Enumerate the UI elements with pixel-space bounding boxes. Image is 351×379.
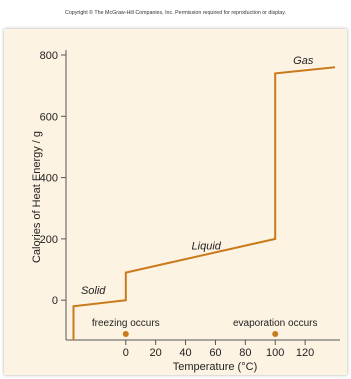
- region-label: Gas: [293, 55, 314, 67]
- heating-curve-line: [72, 66, 336, 340]
- x-tick-label: 80: [239, 347, 251, 359]
- x-tick-label: 120: [296, 347, 314, 359]
- x-tick-label: 100: [266, 347, 284, 359]
- y-tick-label: 200: [40, 234, 58, 246]
- region-label: Liquid: [192, 241, 222, 253]
- x-tick-label: 60: [209, 347, 221, 359]
- y-tick-label: 800: [40, 50, 58, 62]
- x-axis-title: Temperature (°C): [173, 361, 257, 373]
- event-label: freezing occurs: [92, 318, 160, 329]
- event-marker: [272, 331, 279, 337]
- y-tick-label: 600: [40, 111, 58, 123]
- copyright-notice: Copyright © The McGraw-Hill Companies, I…: [65, 10, 286, 16]
- x-tick-label: 20: [150, 347, 162, 359]
- event-marker: [122, 331, 129, 337]
- chart-panel: [4, 29, 347, 375]
- region-label: Solid: [81, 285, 106, 297]
- event-label: evaporation occurs: [233, 318, 318, 329]
- x-tick-label: 40: [179, 347, 191, 359]
- y-tick-label: 400: [40, 173, 58, 185]
- y-tick-label: 0: [52, 295, 58, 307]
- x-tick-label: 0: [123, 347, 129, 359]
- y-axis-title: Calories of Heat Energy / g: [31, 131, 43, 263]
